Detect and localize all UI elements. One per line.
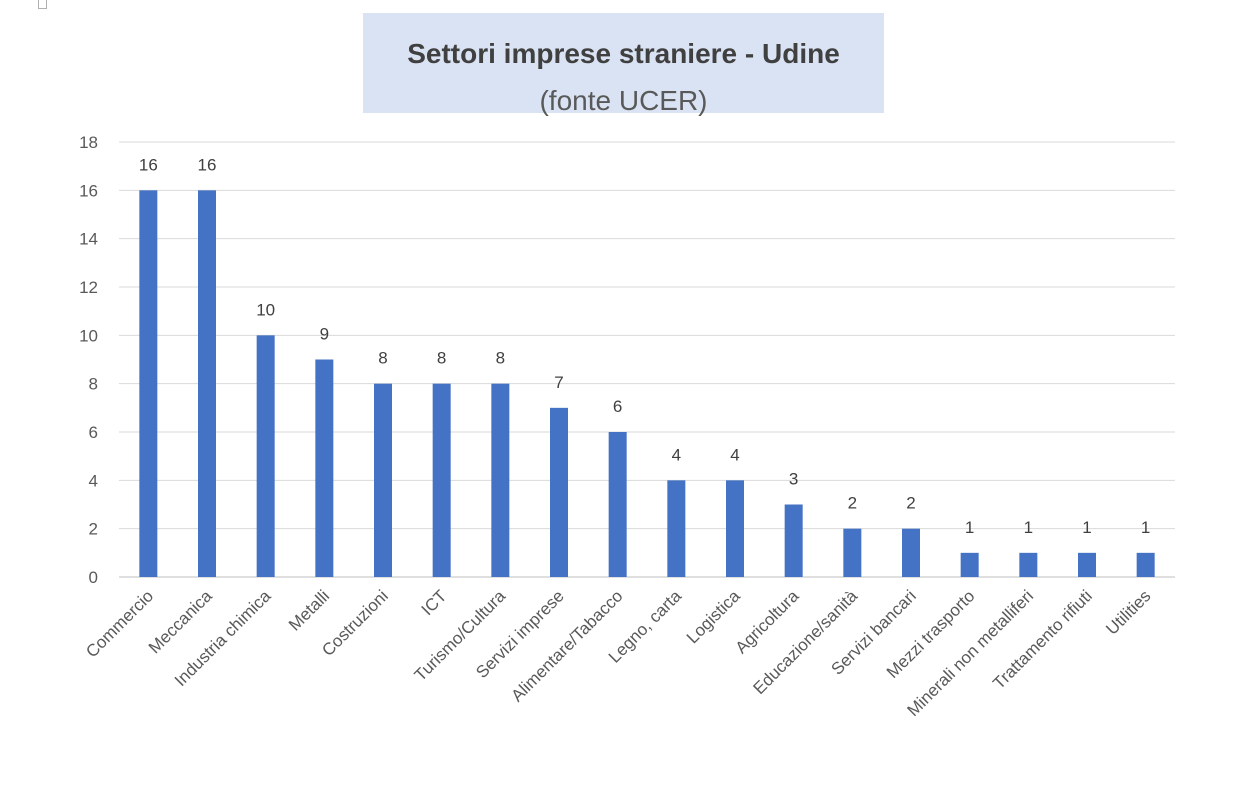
bar xyxy=(1019,552,1038,577)
data-label: 9 xyxy=(320,325,329,344)
y-tick-label: 14 xyxy=(79,230,98,249)
bar xyxy=(902,528,920,577)
x-tick-label: Utilities xyxy=(1102,586,1154,638)
bar xyxy=(726,480,744,577)
bar xyxy=(1078,552,1096,577)
gridlines xyxy=(119,141,1175,578)
bar xyxy=(491,383,510,577)
data-label: 7 xyxy=(554,373,563,392)
y-tick-label: 4 xyxy=(89,471,98,490)
x-tick-label: Commercio xyxy=(82,586,157,661)
data-label: 4 xyxy=(730,445,739,464)
y-tick-label: 16 xyxy=(79,181,98,200)
data-label: 16 xyxy=(198,155,217,174)
y-tick-label: 0 xyxy=(89,568,98,587)
bar xyxy=(550,407,568,577)
bar xyxy=(374,383,392,577)
bar xyxy=(1136,552,1155,577)
y-tick-label: 10 xyxy=(79,326,98,345)
data-label: 10 xyxy=(256,300,275,319)
bar xyxy=(667,480,686,577)
bar xyxy=(784,504,803,577)
bar xyxy=(315,359,334,577)
data-label: 8 xyxy=(378,349,387,368)
data-label: 1 xyxy=(1082,518,1091,537)
data-label: 1 xyxy=(1024,518,1033,537)
bar xyxy=(432,383,451,577)
data-label: 4 xyxy=(672,445,681,464)
x-tick-label: Trattamento rifiuti xyxy=(989,586,1096,693)
y-tick-label: 6 xyxy=(89,423,98,442)
data-label: 16 xyxy=(139,155,158,174)
y-tick-label: 18 xyxy=(79,133,98,152)
bar xyxy=(139,190,158,578)
chart-title: Settori imprese straniere - Udine xyxy=(407,38,840,69)
data-label: 1 xyxy=(1141,518,1150,537)
data-labels: 16 16 10 9 8 8 8 7 6 4 4 3 2 2 1 1 1 1 xyxy=(139,155,1151,537)
data-label: 2 xyxy=(906,494,915,513)
data-label: 3 xyxy=(789,470,798,489)
data-label: 8 xyxy=(437,349,446,368)
bar xyxy=(256,335,275,577)
x-tick-label: Logistica xyxy=(683,586,744,647)
x-tick-label: Alimentare/Tabacco xyxy=(507,586,626,705)
x-tick-label: ICT xyxy=(418,586,451,619)
data-label: 6 xyxy=(613,397,622,416)
title-box: Settori imprese straniere - Udine (fonte… xyxy=(363,13,884,116)
data-label: 2 xyxy=(848,494,857,513)
y-axis-ticks: 0 2 4 6 8 10 12 14 16 18 xyxy=(79,133,98,587)
bar xyxy=(608,432,627,577)
data-label: 8 xyxy=(496,349,505,368)
data-label: 1 xyxy=(965,518,974,537)
x-tick-label: Metalli xyxy=(285,586,333,634)
y-tick-label: 12 xyxy=(79,278,98,297)
bar xyxy=(843,528,862,577)
bar xyxy=(960,552,979,577)
bar xyxy=(198,190,216,578)
window-corner-handle xyxy=(38,0,47,9)
chart-subtitle: (fonte UCER) xyxy=(539,85,708,116)
bars xyxy=(139,190,1155,578)
x-tick-label: Educazione/sanità xyxy=(749,586,861,698)
y-tick-label: 8 xyxy=(89,375,98,394)
y-tick-label: 2 xyxy=(89,520,98,539)
